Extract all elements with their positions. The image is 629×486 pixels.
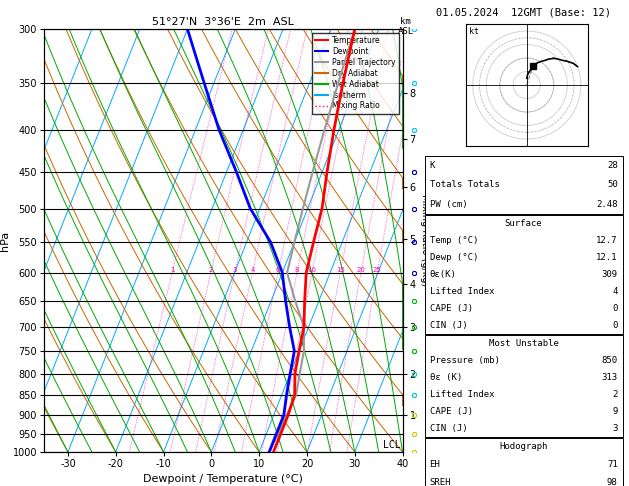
Text: 2: 2 [612,390,618,399]
Text: 15: 15 [336,267,345,273]
Text: km
ASL: km ASL [398,17,414,36]
Text: Pressure (mb): Pressure (mb) [430,356,499,365]
Text: 2: 2 [209,267,213,273]
Text: 50: 50 [607,180,618,189]
Text: 12.1: 12.1 [596,253,618,262]
Text: 25: 25 [373,267,382,273]
Text: Most Unstable: Most Unstable [489,339,559,348]
Text: 2.48: 2.48 [596,200,618,208]
Text: 01.05.2024  12GMT (Base: 12): 01.05.2024 12GMT (Base: 12) [436,7,611,17]
Text: 12.7: 12.7 [596,236,618,245]
Text: 0: 0 [612,321,618,330]
Text: Totals Totals: Totals Totals [430,180,499,189]
Text: Surface: Surface [505,219,542,228]
Text: 8: 8 [295,267,299,273]
Text: 4: 4 [250,267,255,273]
Text: θε(K): θε(K) [430,270,457,279]
Text: Dewp (°C): Dewp (°C) [430,253,478,262]
Text: EH: EH [430,460,440,469]
Text: Lifted Index: Lifted Index [430,287,494,296]
Text: K: K [430,161,435,170]
Text: SREH: SREH [430,478,451,486]
Text: 309: 309 [601,270,618,279]
Text: Hodograph: Hodograph [499,442,548,451]
Text: CAPE (J): CAPE (J) [430,407,472,416]
Text: LCL: LCL [382,440,400,450]
Title: 51°27'N  3°36'E  2m  ASL: 51°27'N 3°36'E 2m ASL [152,17,294,27]
Text: CIN (J): CIN (J) [430,321,467,330]
Text: PW (cm): PW (cm) [430,200,467,208]
Text: 71: 71 [607,460,618,469]
Text: 28: 28 [607,161,618,170]
Text: © weatheronline.co.uk: © weatheronline.co.uk [471,471,576,480]
Text: 3: 3 [233,267,237,273]
Text: 0: 0 [612,304,618,313]
Y-axis label: hPa: hPa [0,230,10,251]
Text: 10: 10 [308,267,316,273]
Text: 313: 313 [601,373,618,382]
Text: CIN (J): CIN (J) [430,424,467,433]
X-axis label: Dewpoint / Temperature (°C): Dewpoint / Temperature (°C) [143,474,303,485]
Text: 3: 3 [612,424,618,433]
Text: 850: 850 [601,356,618,365]
Text: Temp (°C): Temp (°C) [430,236,478,245]
Text: θε (K): θε (K) [430,373,462,382]
Y-axis label: Mixing Ratio (g/kg): Mixing Ratio (g/kg) [420,194,430,287]
Legend: Temperature, Dewpoint, Parcel Trajectory, Dry Adiabat, Wet Adiabat, Isotherm, Mi: Temperature, Dewpoint, Parcel Trajectory… [311,33,399,114]
Text: 20: 20 [357,267,365,273]
Text: kt: kt [469,27,479,36]
Text: 98: 98 [607,478,618,486]
Text: 9: 9 [612,407,618,416]
Text: 1: 1 [170,267,174,273]
Text: CAPE (J): CAPE (J) [430,304,472,313]
Text: 6: 6 [276,267,281,273]
Text: Lifted Index: Lifted Index [430,390,494,399]
Text: 4: 4 [612,287,618,296]
